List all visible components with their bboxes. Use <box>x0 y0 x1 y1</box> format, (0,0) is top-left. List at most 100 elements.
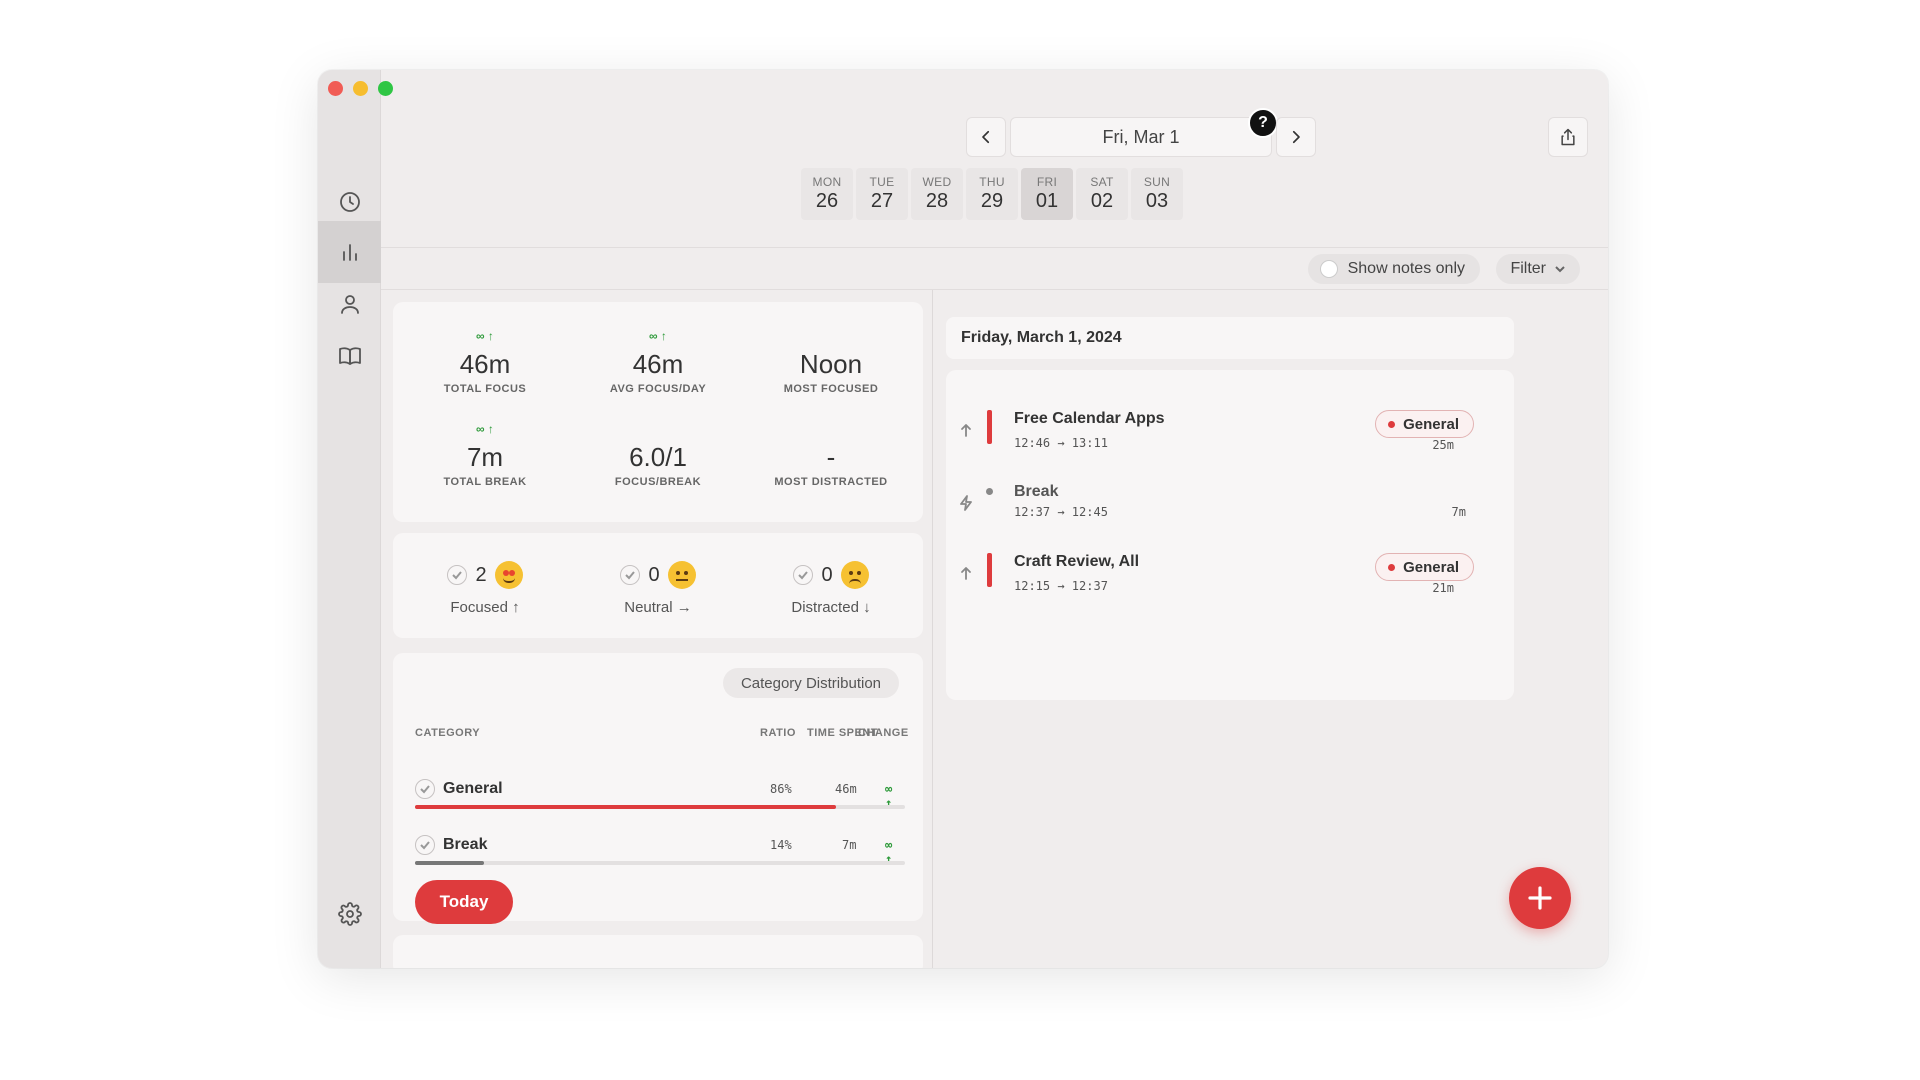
session-duration: 7m <box>1451 505 1466 519</box>
day-number: 02 <box>1090 190 1114 212</box>
trend-indicator <box>743 422 919 436</box>
session-title: Free Calendar Apps <box>1014 410 1165 427</box>
stat-value: 46m <box>632 349 684 379</box>
minimize-window-button[interactable] <box>353 81 368 96</box>
chevron-left-icon <box>982 130 990 144</box>
stat-value: - <box>826 442 836 472</box>
person-icon <box>340 295 359 314</box>
toolbar: Show notes only Filter <box>381 248 1608 290</box>
tag-label: General <box>1403 558 1459 576</box>
session-time: 12:37 → 12:45 <box>1014 505 1108 519</box>
toggle-knob <box>1319 260 1338 278</box>
day-wed[interactable]: WED 28 <box>911 168 963 220</box>
stat-label: TOTAL FOCUS <box>443 383 527 395</box>
session-item[interactable]: Break 12:37 → 12:45 7m <box>946 483 1514 543</box>
previous-day-button[interactable] <box>966 117 1006 157</box>
stat-label: TOTAL BREAK <box>443 476 527 488</box>
mood-distracted[interactable]: 0 Distracted ↓ <box>743 561 919 616</box>
tag-label: General <box>1403 415 1459 433</box>
session-item[interactable]: Craft Review, All 12:15 → 12:37 General … <box>946 553 1514 613</box>
day-name: MON <box>812 175 842 189</box>
day-fri[interactable]: FRI 01 <box>1021 168 1073 220</box>
session-list: Free Calendar Apps 12:46 → 13:11 General… <box>946 370 1514 700</box>
day-name: FRI <box>1036 175 1058 189</box>
day-thu[interactable]: THU 29 <box>966 168 1018 220</box>
category-time: 46m <box>835 782 857 796</box>
filter-button[interactable]: Filter <box>1496 254 1580 284</box>
trend-indicator: ∞ ↑ <box>476 422 494 436</box>
chevron-down-icon <box>1555 266 1565 273</box>
add-session-button[interactable] <box>1509 867 1571 929</box>
chevron-right-icon <box>1292 130 1300 144</box>
today-button[interactable]: Today <box>415 880 513 924</box>
mood-label: Neutral → <box>624 599 692 616</box>
day-number: 03 <box>1145 190 1169 212</box>
zoom-window-button[interactable] <box>378 81 393 96</box>
share-icon <box>1561 128 1575 146</box>
stats-card: ∞ ↑ 46m TOTAL FOCUS ∞ ↑ 46m AVG FOCUS/DA… <box>393 302 923 522</box>
current-date[interactable]: Fri, Mar 1 <box>1010 117 1272 157</box>
sidebar-item-timer[interactable] <box>318 171 381 233</box>
session-title: Craft Review, All <box>1014 553 1140 570</box>
day-name: TUE <box>869 175 895 189</box>
stat-label: FOCUS/BREAK <box>614 476 702 488</box>
day-sat[interactable]: SAT 02 <box>1076 168 1128 220</box>
day-mon[interactable]: MON 26 <box>801 168 853 220</box>
mood-neutral[interactable]: 0 Neutral → <box>570 561 746 616</box>
show-notes-toggle[interactable]: Show notes only <box>1307 254 1480 284</box>
next-day-button[interactable] <box>1276 117 1316 157</box>
session-color-bar <box>987 553 992 587</box>
category-bar-track <box>415 861 905 865</box>
help-button[interactable]: ? <box>1248 108 1278 138</box>
sidebar-item-profile[interactable] <box>318 273 381 335</box>
sidebar <box>318 70 393 968</box>
neutral-face-emoji-icon <box>667 561 696 589</box>
day-number: 28 <box>925 190 949 212</box>
check-icon <box>447 565 468 585</box>
trend-indicator: ∞ ↑ <box>649 329 667 343</box>
stat-focus-break: 6.0/1 FOCUS/BREAK <box>570 422 746 488</box>
session-time: 12:46 → 13:11 <box>1014 436 1108 450</box>
category-tag[interactable]: General <box>1375 410 1474 438</box>
mood-focused[interactable]: 2 Focused ↑ <box>397 561 573 616</box>
category-row-break[interactable]: Break 14% 7m ∞ ↑ <box>415 833 905 866</box>
day-number: 01 <box>1035 190 1059 212</box>
session-title: Break <box>1014 483 1059 500</box>
day-sun[interactable]: SUN 03 <box>1131 168 1183 220</box>
session-duration: 21m <box>1432 581 1454 595</box>
check-icon <box>415 779 435 799</box>
column-header-ratio: RATIO <box>760 727 796 739</box>
week-strip: MON 26 TUE 27 WED 28 THU 29 FRI 01 SAT 02 SUN 0… <box>801 168 1183 220</box>
category-change: ∞ ↑ <box>885 782 893 810</box>
sidebar-item-stats[interactable] <box>318 221 381 283</box>
close-window-button[interactable] <box>328 81 343 96</box>
panel-divider <box>932 290 933 968</box>
book-icon <box>338 347 361 365</box>
column-header-time: TIME SPENT <box>807 727 879 739</box>
category-bar-track <box>415 805 905 809</box>
sidebar-item-journal[interactable] <box>318 325 381 387</box>
sidebar-item-settings[interactable] <box>318 883 381 945</box>
lightning-icon <box>958 495 974 511</box>
category-tag[interactable]: General <box>1375 553 1474 581</box>
category-ratio: 86% <box>770 782 792 796</box>
stat-label: MOST DISTRACTED <box>774 476 888 488</box>
share-button[interactable] <box>1548 117 1588 157</box>
tag-dot <box>1388 563 1396 571</box>
session-item[interactable]: Free Calendar Apps 12:46 → 13:11 General… <box>946 410 1514 470</box>
trend-indicator <box>570 422 746 436</box>
column-header-category: CATEGORY <box>415 727 481 739</box>
next-card-peek <box>393 935 923 968</box>
category-distribution-button[interactable]: Category Distribution <box>722 668 899 698</box>
day-name: SUN <box>1143 175 1171 189</box>
category-row-general[interactable]: General 86% 46m ∞ ↑ <box>415 777 905 810</box>
category-bar-fill <box>415 805 837 809</box>
day-tue[interactable]: TUE 27 <box>856 168 908 220</box>
session-time: 12:15 → 12:37 <box>1014 579 1108 593</box>
day-name: THU <box>979 175 1005 189</box>
category-change: ∞ ↑ <box>885 838 893 866</box>
category-ratio: 14% <box>770 838 792 852</box>
session-color-bar <box>987 410 992 444</box>
pensive-face-emoji-icon <box>840 561 869 589</box>
check-icon <box>415 835 435 855</box>
